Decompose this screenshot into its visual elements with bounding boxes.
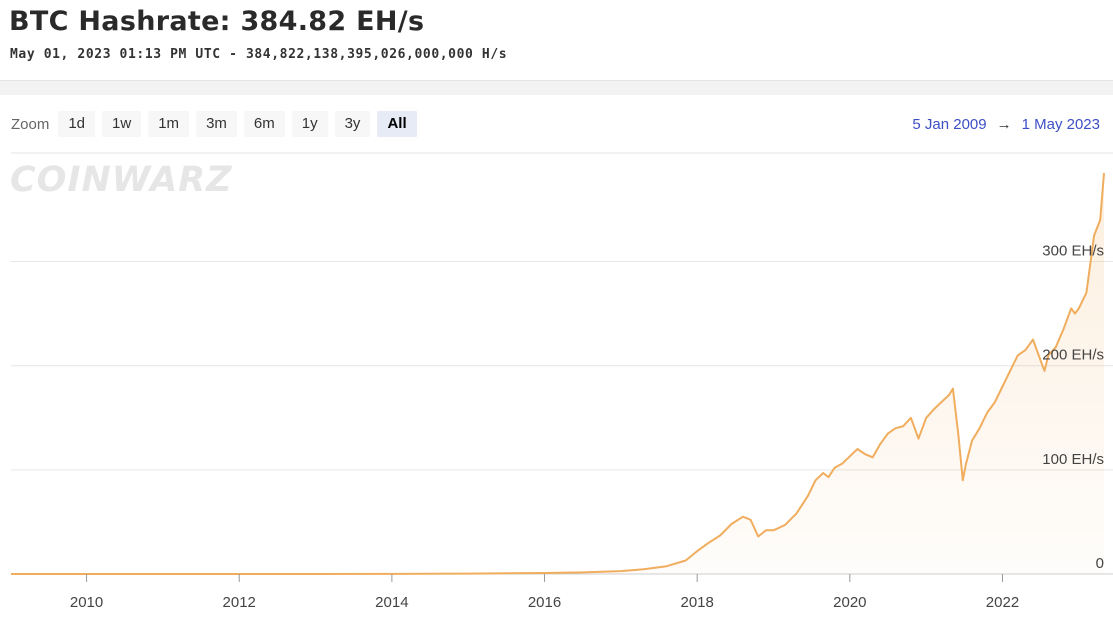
header: BTC Hashrate: 384.82 EH/s May 01, 2023 0… — [0, 0, 1113, 80]
y-tick-labels: 0 100 EH/s 200 EH/s 300 EH/s — [1042, 243, 1104, 572]
range-from-date[interactable]: 5 Jan 2009 — [912, 116, 987, 133]
zoom-bar: Zoom 1d 1w 1m 3m 6m 1y 3y All — [11, 111, 424, 137]
zoom-button-6m[interactable]: 6m — [243, 111, 285, 137]
date-range: 5 Jan 2009 → 1 May 2023 — [912, 116, 1100, 133]
x-tick-label: 2020 — [833, 594, 866, 611]
hashrate-area — [11, 173, 1104, 574]
y-tick-label: 300 EH/s — [1042, 243, 1104, 260]
series-layer — [11, 172, 1105, 575]
arrow-right-icon: → — [996, 116, 1012, 133]
range-to-date[interactable]: 1 May 2023 — [1021, 116, 1100, 133]
header-divider — [0, 80, 1113, 95]
coinwarz-watermark: COINWARZ — [10, 160, 233, 200]
zoom-button-3m[interactable]: 3m — [196, 111, 237, 137]
y-tick-label: 0 — [1096, 555, 1104, 572]
y-tick-label: 100 EH/s — [1042, 451, 1104, 468]
x-tick-label: 2018 — [680, 594, 713, 611]
zoom-button-1y[interactable]: 1y — [291, 111, 328, 137]
x-tick-labels: 2010 2012 2014 2016 2018 2020 2022 — [70, 574, 1019, 611]
page-title: BTC Hashrate: 384.82 EH/s — [9, 6, 425, 37]
page-subtitle: May 01, 2023 01:13 PM UTC - 384,822,138,… — [10, 47, 508, 62]
chart-panel: COINWARZ 0 100 EH/s 200 EH/s 300 EH/s 2010 2… — [0, 95, 1113, 629]
x-tick-label: 2016 — [528, 594, 561, 611]
x-tick-label: 2014 — [375, 594, 408, 611]
zoom-button-all[interactable]: All — [377, 111, 417, 137]
zoom-button-1w[interactable]: 1w — [102, 111, 142, 137]
zoom-button-1d[interactable]: 1d — [58, 111, 96, 137]
zoom-button-3y[interactable]: 3y — [334, 111, 371, 137]
zoom-button-1m[interactable]: 1m — [148, 111, 190, 137]
x-tick-label: 2010 — [70, 594, 103, 611]
hashrate-line[interactable] — [11, 172, 1105, 575]
zoom-label: Zoom — [11, 115, 50, 133]
x-tick-label: 2012 — [223, 594, 256, 611]
y-tick-label: 200 EH/s — [1042, 347, 1104, 364]
x-tick-label: 2022 — [986, 594, 1019, 611]
